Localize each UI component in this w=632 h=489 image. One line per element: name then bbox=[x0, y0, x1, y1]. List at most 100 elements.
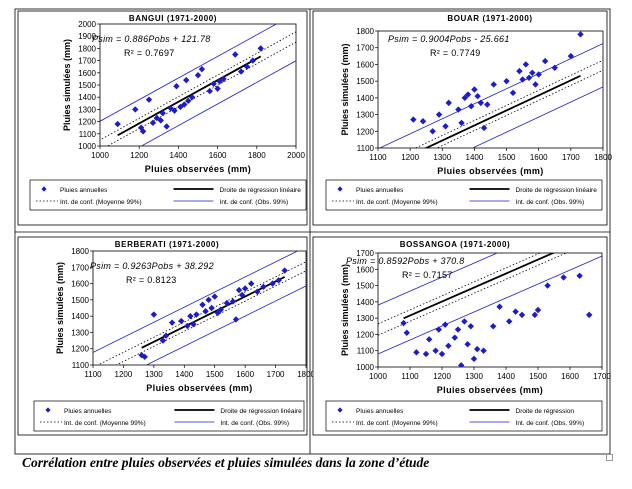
y-tick-label: 1900 bbox=[78, 32, 96, 41]
y-tick-label: 1800 bbox=[78, 44, 96, 53]
x-tick-label: 1700 bbox=[593, 372, 611, 381]
data-point bbox=[529, 69, 536, 76]
data-point bbox=[214, 85, 221, 92]
x-axis-label: Pluies observées (mm) bbox=[437, 385, 543, 395]
chart-legend: Pluies annuelles Droite de régression Int.… bbox=[325, 400, 603, 432]
regression-line bbox=[403, 253, 556, 320]
regression-line bbox=[424, 74, 581, 148]
chart-panel-3: BERBERATI (1971-2000) 1100 1200 1300 1400 150… bbox=[17, 236, 315, 436]
legend-marker bbox=[337, 186, 343, 192]
legend-label-annual: Pluies annuelles bbox=[64, 408, 112, 415]
x-tick-label: 1400 bbox=[170, 151, 188, 160]
chart-panel-1: BANGUI (1971-2000) 1000 1200 1400 1600 1800 20… bbox=[17, 10, 308, 226]
data-point bbox=[139, 128, 147, 135]
data-point bbox=[484, 101, 491, 108]
regression-equation: Psim = 0.9263Pobs + 38.292 bbox=[90, 261, 214, 271]
legend-label-regression: Droite de régression bbox=[516, 408, 575, 415]
data-point bbox=[223, 299, 231, 307]
ci-mean-upper-line bbox=[100, 31, 296, 141]
r-squared-label: R² = 0.8123 bbox=[126, 275, 177, 285]
data-point bbox=[159, 337, 167, 344]
data-point bbox=[442, 123, 449, 130]
legend-label-regression: Droite de régression linéaire bbox=[220, 408, 302, 415]
x-tick-label: 1300 bbox=[145, 370, 163, 379]
y-axis-label: Pluies simulées (mm) bbox=[340, 43, 350, 135]
chart-panel-4: BOSSANGOA (1971-2000) 1000 1100 1200 1300 140… bbox=[312, 236, 611, 436]
y-tick-label: 1700 bbox=[356, 44, 374, 53]
data-point bbox=[254, 288, 261, 295]
r-squared-label: R² = 0.7749 bbox=[430, 48, 481, 58]
y-tick-label: 1400 bbox=[356, 298, 374, 307]
data-point bbox=[184, 322, 191, 330]
data-point bbox=[567, 52, 575, 60]
data-point bbox=[149, 119, 157, 127]
x-tick-label: 1100 bbox=[401, 372, 419, 381]
data-point bbox=[214, 309, 221, 317]
y-tick-label: 1400 bbox=[78, 93, 96, 102]
y-tick-label: 1500 bbox=[78, 81, 96, 90]
x-tick-label: 1100 bbox=[84, 370, 102, 379]
data-point bbox=[419, 118, 427, 125]
data-point bbox=[400, 319, 407, 327]
data-point bbox=[168, 319, 176, 326]
x-tick-label: 1400 bbox=[497, 372, 515, 381]
y-tick-label: 1600 bbox=[356, 60, 374, 69]
x-tick-label: 1200 bbox=[130, 151, 148, 160]
legend-frame bbox=[325, 400, 603, 432]
x-tick-label: 1600 bbox=[209, 151, 227, 160]
data-point bbox=[162, 332, 170, 339]
regression-equation: Psim = 0.8592Pobs + 370.8 bbox=[346, 256, 465, 266]
chart-panel-2: BOUAR (1971-2000) 1100 1200 1300 1400 1500 160… bbox=[312, 10, 612, 226]
plot-area-frame bbox=[377, 252, 603, 368]
data-point bbox=[490, 323, 497, 330]
data-point bbox=[468, 103, 475, 110]
ci-obs-upper-line bbox=[378, 43, 603, 148]
x-tick-label: 1000 bbox=[369, 372, 387, 381]
x-tick-label: 1600 bbox=[561, 372, 579, 381]
data-point bbox=[229, 298, 237, 305]
x-tick-label: 1500 bbox=[529, 372, 547, 381]
data-point bbox=[503, 77, 510, 85]
x-tick-label: 1300 bbox=[433, 153, 451, 162]
corner-handle bbox=[606, 454, 613, 461]
y-tick-label: 1100 bbox=[357, 144, 375, 153]
data-point bbox=[210, 80, 217, 87]
data-point bbox=[202, 308, 209, 315]
data-point bbox=[534, 306, 542, 314]
data-point bbox=[208, 304, 215, 312]
data-point bbox=[413, 349, 420, 356]
y-axis-label: Pluies simulées (mm) bbox=[340, 264, 350, 356]
x-tick-label: 1700 bbox=[267, 370, 285, 379]
y-tick-label: 1300 bbox=[356, 111, 374, 120]
data-point bbox=[188, 94, 196, 101]
data-point bbox=[403, 329, 410, 336]
chart-title: BERBERATI (1971-2000) bbox=[115, 240, 219, 249]
y-tick-label: 1500 bbox=[356, 77, 374, 86]
legend-marker bbox=[337, 407, 343, 413]
data-point bbox=[114, 120, 121, 128]
chart-legend: Pluies annuelles Droite de régression lin… bbox=[33, 400, 305, 432]
plot-area-frame bbox=[377, 30, 604, 149]
ci-mean-lower-line bbox=[106, 41, 296, 146]
data-point bbox=[257, 45, 264, 52]
data-point bbox=[145, 96, 153, 103]
data-point bbox=[163, 123, 170, 130]
chart-title: BOSSANGOA (1971-2000) bbox=[400, 240, 511, 249]
x-tick-label: 1800 bbox=[594, 153, 612, 162]
y-tick-label: 1100 bbox=[79, 130, 97, 139]
data-point bbox=[238, 291, 246, 299]
data-point bbox=[190, 321, 197, 328]
data-point bbox=[445, 99, 452, 107]
x-tick-label: 1500 bbox=[206, 370, 224, 379]
data-point bbox=[235, 286, 243, 294]
data-point bbox=[281, 267, 288, 274]
y-tick-label: 1300 bbox=[78, 105, 96, 114]
data-point bbox=[458, 119, 465, 127]
legend-label-ci-mean: Int. de conf. (Moyenne 99%) bbox=[356, 199, 438, 206]
legend-marker bbox=[41, 186, 47, 192]
x-tick-label: 1600 bbox=[530, 153, 548, 162]
figure-outer-frame bbox=[14, 8, 611, 455]
data-point bbox=[516, 67, 523, 75]
y-tick-label: 1600 bbox=[78, 69, 96, 78]
regression-equation: Psim = 0.886Pobs + 121.78 bbox=[92, 34, 211, 44]
